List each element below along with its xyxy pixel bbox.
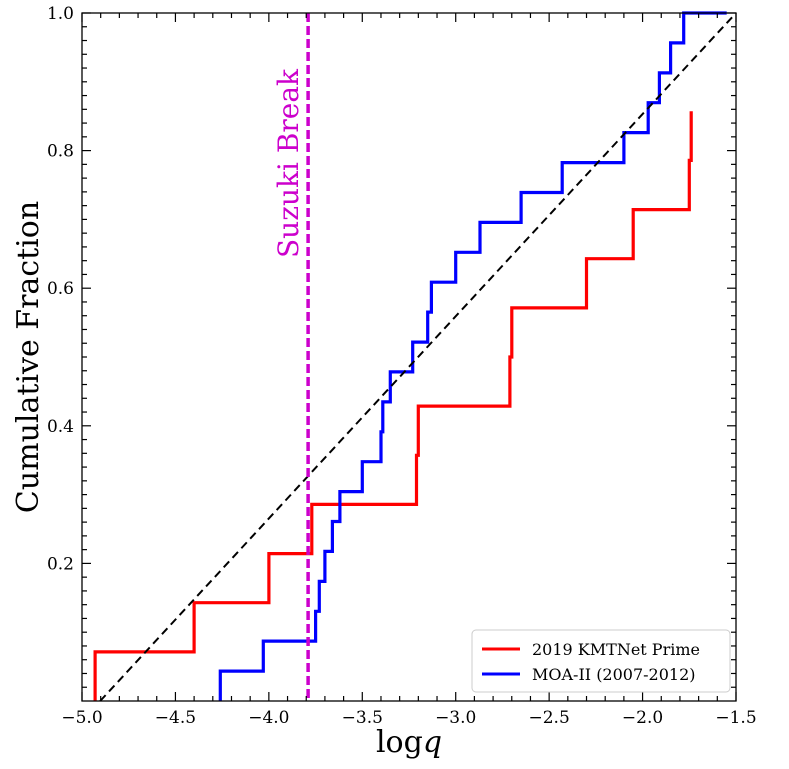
y-tick-label: 0.4 xyxy=(47,417,74,437)
x-tick-label: −3.0 xyxy=(435,708,476,728)
legend-box xyxy=(471,629,731,693)
x-axis-label-main: log xyxy=(376,725,423,760)
x-tick-label: −4.0 xyxy=(248,708,289,728)
plot-area: Suzuki Break xyxy=(81,11,737,702)
x-tick-label: −2.5 xyxy=(529,708,570,728)
y-tick-label: 0.6 xyxy=(47,279,74,299)
y-tick-label: 0.8 xyxy=(47,142,74,162)
y-axis-label: Cumulative Fraction xyxy=(11,201,46,513)
y-tick-label: 0.2 xyxy=(47,554,74,574)
series-step-1 xyxy=(218,11,727,701)
x-tick-label: −3.5 xyxy=(342,708,383,728)
x-tick-label: −4.5 xyxy=(155,708,196,728)
series-step-0 xyxy=(93,111,693,701)
legend-label-kmtnet: 2019 KMTNet Prime xyxy=(532,640,700,659)
legend-label-moa: MOA-II (2007-2012) xyxy=(532,665,696,684)
series-layer xyxy=(93,11,727,701)
legend: 2019 KMTNet Prime MOA-II (2007-2012) xyxy=(471,629,731,693)
plot-frame xyxy=(81,12,737,702)
uniform-reference-line xyxy=(99,12,737,702)
x-tick-label: −5.0 xyxy=(61,708,102,728)
y-tick-label: 1.0 xyxy=(47,4,74,24)
x-tick-label: −2.0 xyxy=(622,708,663,728)
suzuki-break-label: Suzuki Break xyxy=(272,68,305,258)
x-tick-label: −1.5 xyxy=(715,708,756,728)
x-axis-label-var: q xyxy=(423,725,442,760)
ticks-layer xyxy=(81,12,737,701)
x-axis-label: logq xyxy=(376,725,442,760)
